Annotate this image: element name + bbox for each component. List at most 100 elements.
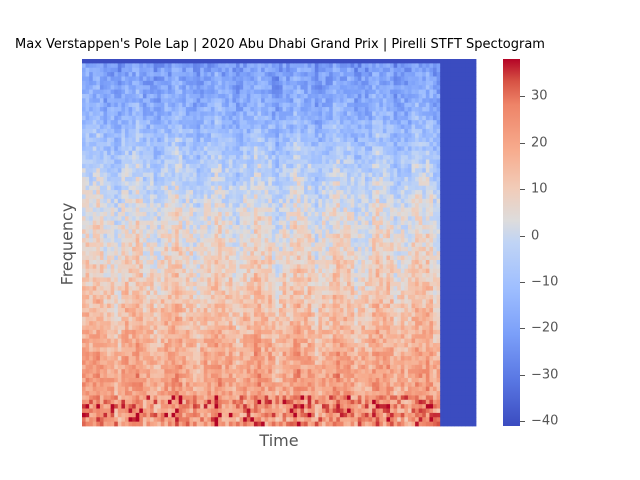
heatmap-cell bbox=[185, 421, 190, 427]
heatmap-cell bbox=[221, 159, 226, 165]
heatmap-cell bbox=[228, 369, 233, 374]
heatmap-cell bbox=[250, 168, 255, 173]
heatmap-cell bbox=[239, 203, 244, 208]
heatmap-cell bbox=[193, 421, 198, 427]
heatmap-cell bbox=[218, 325, 223, 331]
heatmap-cell bbox=[150, 290, 155, 296]
heatmap-cell bbox=[193, 146, 198, 152]
heatmap-cell bbox=[250, 159, 255, 165]
heatmap-cell bbox=[92, 120, 97, 125]
heatmap-cell bbox=[214, 391, 219, 396]
heatmap-cell bbox=[264, 185, 269, 191]
heatmap-cell bbox=[218, 299, 223, 305]
heatmap-cell bbox=[264, 111, 269, 117]
heatmap-cell bbox=[193, 185, 198, 191]
heatmap-cell bbox=[110, 67, 115, 73]
heatmap-cell bbox=[189, 251, 194, 257]
heatmap-cell bbox=[164, 242, 169, 248]
heatmap-cell bbox=[257, 98, 262, 104]
heatmap-cell bbox=[103, 281, 108, 287]
heatmap-cell bbox=[114, 220, 119, 226]
heatmap-cell bbox=[167, 102, 172, 108]
heatmap-cell bbox=[82, 203, 86, 208]
heatmap-cell bbox=[128, 377, 133, 383]
heatmap-cell bbox=[96, 264, 101, 270]
heatmap-cell bbox=[89, 421, 94, 427]
heatmap-cell bbox=[178, 59, 183, 64]
heatmap-cell bbox=[107, 277, 112, 283]
heatmap-cell bbox=[250, 412, 255, 418]
heatmap-cell bbox=[289, 133, 294, 139]
heatmap-cell bbox=[132, 142, 137, 147]
heatmap-cell bbox=[153, 76, 158, 82]
heatmap-cell bbox=[167, 111, 172, 117]
heatmap-cell bbox=[128, 233, 133, 239]
heatmap-cell bbox=[210, 150, 215, 156]
heatmap-cell bbox=[171, 233, 176, 239]
heatmap-cell bbox=[243, 360, 248, 366]
heatmap-cell bbox=[239, 286, 244, 291]
heatmap-cell bbox=[185, 59, 190, 64]
heatmap-cell bbox=[210, 142, 215, 147]
heatmap-cell bbox=[225, 124, 230, 130]
heatmap-cell bbox=[261, 246, 266, 252]
heatmap-cell bbox=[275, 207, 280, 213]
heatmap-cell bbox=[200, 142, 205, 147]
heatmap-cell bbox=[193, 120, 198, 125]
heatmap-cell bbox=[207, 294, 212, 300]
heatmap-cell bbox=[103, 115, 108, 121]
heatmap-cell bbox=[150, 338, 155, 344]
heatmap-cell bbox=[175, 338, 180, 344]
heatmap-cell bbox=[271, 163, 276, 169]
heatmap-cell bbox=[193, 356, 198, 361]
heatmap-cell bbox=[124, 342, 129, 348]
heatmap-cell bbox=[271, 338, 276, 344]
heatmap-cell bbox=[153, 290, 158, 296]
heatmap-cell bbox=[225, 211, 230, 217]
heatmap-cell bbox=[153, 255, 158, 261]
heatmap-cell bbox=[124, 421, 129, 427]
heatmap-cell bbox=[175, 185, 180, 191]
heatmap-cell bbox=[117, 290, 122, 296]
heatmap-cell bbox=[178, 382, 183, 388]
heatmap-cell bbox=[178, 159, 183, 165]
heatmap-cell bbox=[289, 211, 294, 217]
heatmap-cell bbox=[99, 347, 104, 353]
heatmap-cell bbox=[178, 421, 183, 427]
heatmap-cell bbox=[236, 207, 240, 213]
heatmap-cell bbox=[132, 159, 137, 165]
heatmap-cell bbox=[239, 347, 244, 353]
heatmap-cell bbox=[225, 294, 230, 300]
heatmap-cell bbox=[146, 146, 151, 152]
heatmap-cell bbox=[117, 364, 122, 370]
heatmap-cell bbox=[167, 417, 172, 423]
heatmap-cell bbox=[268, 93, 273, 99]
heatmap-cell bbox=[85, 172, 90, 178]
heatmap-cell bbox=[107, 334, 112, 340]
heatmap-cell bbox=[253, 325, 258, 331]
heatmap-cell bbox=[257, 286, 262, 291]
heatmap-cell bbox=[150, 399, 155, 405]
heatmap-cell bbox=[139, 342, 144, 348]
heatmap-cell bbox=[271, 259, 276, 265]
heatmap-cell bbox=[89, 128, 94, 134]
heatmap-cell bbox=[157, 155, 162, 160]
heatmap-cell bbox=[221, 124, 226, 130]
heatmap-cell bbox=[221, 198, 226, 204]
heatmap-cell bbox=[253, 168, 258, 173]
heatmap-cell bbox=[103, 146, 108, 152]
heatmap-cell bbox=[207, 163, 212, 169]
heatmap-cell bbox=[167, 163, 172, 169]
heatmap-cell bbox=[157, 89, 162, 95]
heatmap-cell bbox=[218, 377, 223, 383]
heatmap-cell bbox=[286, 120, 291, 125]
heatmap-cell bbox=[92, 107, 97, 112]
heatmap-cell bbox=[207, 124, 212, 130]
heatmap-cell bbox=[132, 115, 137, 121]
heatmap-cell bbox=[114, 128, 119, 134]
heatmap-cell bbox=[286, 404, 291, 409]
heatmap-cell bbox=[164, 146, 169, 152]
heatmap-cell bbox=[146, 229, 151, 235]
heatmap-cell bbox=[132, 172, 137, 178]
heatmap-cell bbox=[89, 59, 94, 64]
